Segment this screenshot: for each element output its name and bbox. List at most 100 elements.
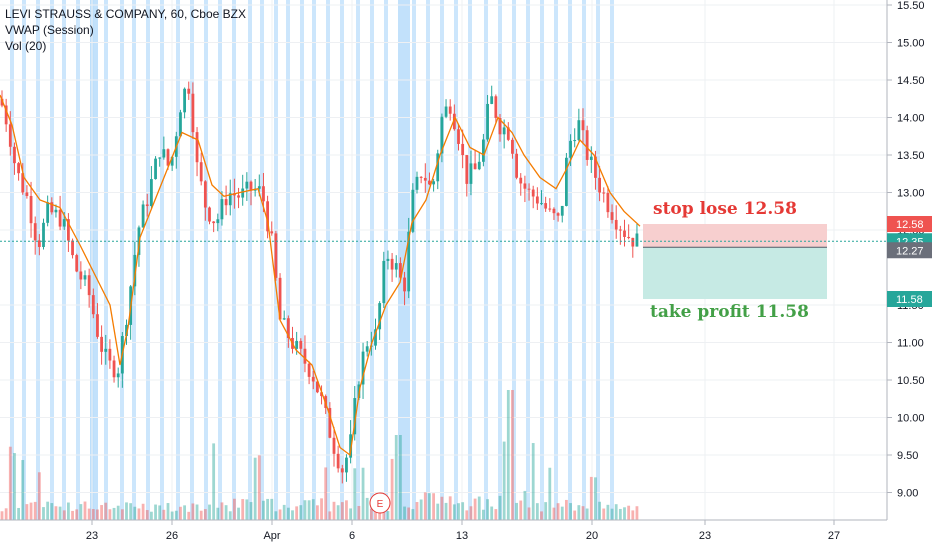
session-band <box>204 0 208 520</box>
candle-body <box>25 192 29 196</box>
vwap-indicator-label[interactable]: VWAP (Session) <box>5 23 94 37</box>
volume-bar <box>266 498 269 520</box>
candle-body <box>407 231 411 292</box>
candle-body <box>631 237 635 247</box>
candle-body <box>282 318 286 320</box>
volume-bar <box>150 511 153 520</box>
volume-bar <box>569 503 572 520</box>
candle-body <box>87 275 91 296</box>
candle-body <box>262 186 265 202</box>
volume-bar <box>432 493 435 520</box>
candle-body <box>37 240 41 247</box>
volume-bar <box>21 460 25 520</box>
candle-body <box>515 153 518 178</box>
volume-bar <box>365 497 369 520</box>
volume-bar <box>618 508 622 520</box>
price-tick-label: 11.00 <box>897 338 924 350</box>
volume-bar <box>336 505 340 520</box>
volume-bar <box>13 453 16 520</box>
candle-body <box>13 146 16 164</box>
candle-body <box>79 271 83 280</box>
price-tag-label: 12.58 <box>896 219 924 231</box>
candle-body <box>544 203 548 209</box>
volume-bar <box>170 511 174 520</box>
candle-body <box>594 156 597 178</box>
risk-reward-zones[interactable] <box>643 224 827 299</box>
candle-body <box>448 106 452 114</box>
volume-bar <box>91 509 95 520</box>
volume-bar <box>353 468 357 520</box>
candle-body <box>577 120 581 141</box>
volume-bar <box>511 390 514 520</box>
price-tag <box>887 216 932 232</box>
session-band <box>340 0 344 520</box>
vwap-line <box>0 94 641 457</box>
session-band <box>370 0 374 520</box>
candle-body <box>461 143 465 156</box>
session-band <box>582 0 586 520</box>
volume-bar <box>324 467 328 520</box>
volume-indicator-label[interactable]: Vol (20) <box>5 39 47 53</box>
candle-body <box>29 195 33 224</box>
volume-bar <box>349 508 352 520</box>
candle-body <box>469 163 473 184</box>
candle-body <box>199 162 203 182</box>
volume-bar <box>465 510 469 520</box>
volume-bar <box>494 509 498 520</box>
volume-bar <box>75 509 79 520</box>
volume-bar <box>477 496 481 520</box>
earnings-marker[interactable]: E <box>369 492 391 514</box>
volume-bar <box>179 506 182 520</box>
time-tick-label: 26 <box>166 530 178 542</box>
price-tick-label: 9.00 <box>897 488 918 500</box>
candle-body <box>332 437 336 454</box>
candle-body <box>606 193 610 213</box>
volume-bar <box>87 508 91 520</box>
volume-bar <box>490 506 494 520</box>
candle-body <box>166 149 170 166</box>
candle-body <box>316 381 319 393</box>
candle-body <box>477 161 481 170</box>
volume-bar <box>228 511 232 520</box>
session-band <box>568 0 572 520</box>
symbol-title[interactable]: LEVI STRAUSS & COMPANY, 60, Cboe BZX <box>5 7 246 21</box>
candle-body <box>21 173 25 193</box>
time-axis[interactable]: 23 26 Apr 6 13 20 23 27 <box>86 520 840 542</box>
volume-bar <box>361 467 365 520</box>
volume-bar <box>394 435 398 520</box>
volume-bar <box>33 501 37 520</box>
volume-bars <box>0 390 639 520</box>
volume-bar <box>83 501 87 520</box>
grid-lines <box>0 0 887 520</box>
candle-body <box>17 163 20 174</box>
volume-bar <box>440 496 444 520</box>
volume-bar <box>482 509 485 520</box>
volume-bar <box>253 457 257 520</box>
candle-body <box>436 153 440 182</box>
volume-bar <box>515 502 518 520</box>
volume-bar <box>540 511 543 520</box>
volume-bar <box>544 502 548 520</box>
volume-bar <box>473 498 477 520</box>
candle-body <box>336 453 340 469</box>
candle-body <box>382 260 386 304</box>
candle-body <box>274 233 278 278</box>
volume-bar <box>423 492 427 520</box>
session-band <box>526 0 530 520</box>
candle-body <box>635 233 639 247</box>
candle-body <box>100 336 103 352</box>
volume-bar <box>598 501 601 520</box>
candle-body <box>340 468 344 473</box>
candle-body <box>187 88 191 94</box>
volume-bar <box>589 476 593 520</box>
volume-bar <box>100 505 103 520</box>
candle-body <box>33 223 37 241</box>
candle-body <box>220 199 224 220</box>
price-tick-label: 14.00 <box>897 113 925 125</box>
session-band <box>176 0 180 520</box>
candle-body <box>170 156 174 166</box>
session-band <box>286 0 290 520</box>
volume-bar <box>457 503 460 520</box>
